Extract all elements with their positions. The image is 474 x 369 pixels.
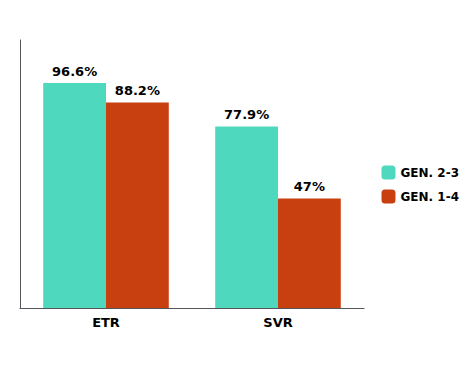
svg-text:SVR: SVR	[263, 315, 292, 330]
svg-text:ETR: ETR	[92, 315, 120, 330]
svg-text:GEN. 1-4: GEN. 1-4	[400, 190, 459, 204]
svg-text:88.2%: 88.2%	[115, 83, 160, 98]
svg-text:GEN. 2-3: GEN. 2-3	[400, 166, 459, 180]
svg-text:77.9%: 77.9%	[224, 107, 269, 122]
svg-text:47%: 47%	[294, 179, 325, 194]
svg-text:96.6%: 96.6%	[52, 64, 97, 79]
